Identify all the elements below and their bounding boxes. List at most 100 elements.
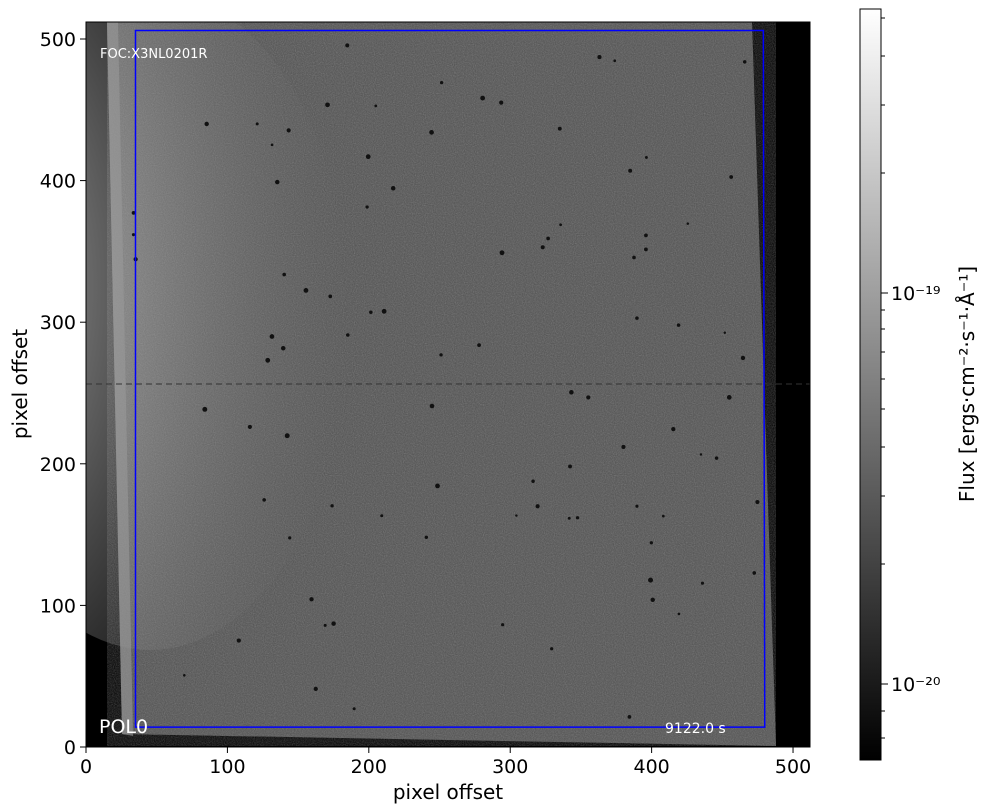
speck (346, 333, 350, 337)
speck (352, 707, 356, 711)
crop-box (134, 29, 766, 728)
speck (275, 179, 280, 185)
speck (202, 406, 208, 412)
colorbar-tick-label-1e-19: 10⁻¹⁹ (891, 283, 940, 305)
speck (635, 316, 639, 320)
speck (645, 156, 648, 159)
speck (390, 186, 396, 191)
speck (752, 571, 757, 575)
speck (559, 223, 563, 227)
speck (540, 245, 545, 250)
y-tick-label: 300 (40, 312, 76, 334)
speck (365, 154, 371, 160)
speck (131, 233, 136, 237)
speck (515, 514, 518, 517)
speck (374, 104, 378, 108)
speck (131, 210, 136, 215)
speck (648, 577, 654, 583)
speck (742, 60, 747, 64)
speck (269, 334, 275, 339)
speck (650, 597, 655, 602)
speck (429, 130, 434, 135)
speck (439, 80, 444, 85)
speck (424, 535, 429, 539)
speck (499, 250, 505, 256)
speck (726, 395, 732, 400)
speck (535, 504, 540, 509)
image-panel (86, 22, 810, 747)
speck (313, 686, 318, 692)
x-tick-label: 400 (633, 756, 669, 778)
speck (671, 427, 676, 432)
y-tick-label: 0 (64, 737, 76, 759)
speck (501, 623, 505, 627)
speck (204, 121, 209, 127)
y-axis-label: pixel offset (8, 329, 32, 439)
speck (309, 597, 314, 602)
speck (575, 516, 580, 520)
speck (557, 126, 562, 131)
speck (676, 323, 681, 327)
x-tick-label: 0 (80, 756, 92, 778)
bright-region (86, 22, 350, 650)
speck (330, 504, 334, 508)
speck (632, 255, 636, 260)
speck (429, 403, 435, 409)
speck (236, 638, 241, 643)
speck (550, 647, 554, 651)
speck (499, 100, 504, 105)
speck (282, 272, 287, 277)
speck (265, 357, 271, 363)
x-tick-label: 300 (492, 756, 528, 778)
speck (597, 55, 602, 60)
image-specks (131, 43, 760, 719)
speck (345, 43, 350, 48)
speck (700, 581, 705, 585)
y-tick-label: 400 (40, 171, 76, 193)
y-axis: 0 100 200 300 400 500 (40, 29, 86, 759)
speck (627, 715, 632, 719)
speck (635, 504, 639, 508)
speck (586, 395, 591, 400)
colorbar-tick-label-1e-20: 10⁻²⁰ (891, 674, 940, 696)
speck (628, 168, 633, 173)
y-tick-label: 500 (40, 29, 76, 51)
speck (280, 345, 286, 351)
colorbar: 10⁻¹⁹ 10⁻²⁰ Flux [ergs·cm⁻²·s⁻¹·Å⁻¹] (859, 8, 979, 761)
speck (288, 536, 292, 540)
speck (284, 433, 290, 439)
speck (369, 310, 373, 315)
speck (729, 175, 734, 179)
speck (613, 59, 617, 63)
speck (331, 621, 336, 626)
speck (569, 390, 574, 395)
speck (568, 464, 572, 469)
x-tick-label: 200 (351, 756, 387, 778)
speck (531, 479, 535, 483)
speck (286, 128, 291, 133)
frame-id-annotation: FOC:X3NL0201R (100, 47, 207, 62)
exposure-annotation: 9122.0 s (665, 721, 726, 737)
speck (325, 102, 330, 108)
colorbar-label: Flux [ergs·cm⁻²·s⁻¹·Å⁻¹] (955, 266, 979, 502)
speck (723, 331, 727, 334)
speck (755, 499, 760, 505)
speck (270, 143, 274, 147)
colorbar-gradient (859, 8, 882, 761)
speck (380, 514, 384, 518)
speck (649, 541, 653, 545)
speck (255, 122, 259, 126)
speck (699, 453, 703, 456)
speck (262, 498, 266, 502)
speck (567, 516, 571, 520)
speck (435, 483, 440, 489)
speck (546, 236, 550, 241)
speck (480, 95, 486, 101)
speck (621, 444, 626, 449)
speck (183, 673, 186, 677)
y-tick-label: 100 (40, 595, 76, 617)
speck (323, 623, 327, 627)
speck (247, 424, 252, 429)
speck (477, 343, 481, 347)
